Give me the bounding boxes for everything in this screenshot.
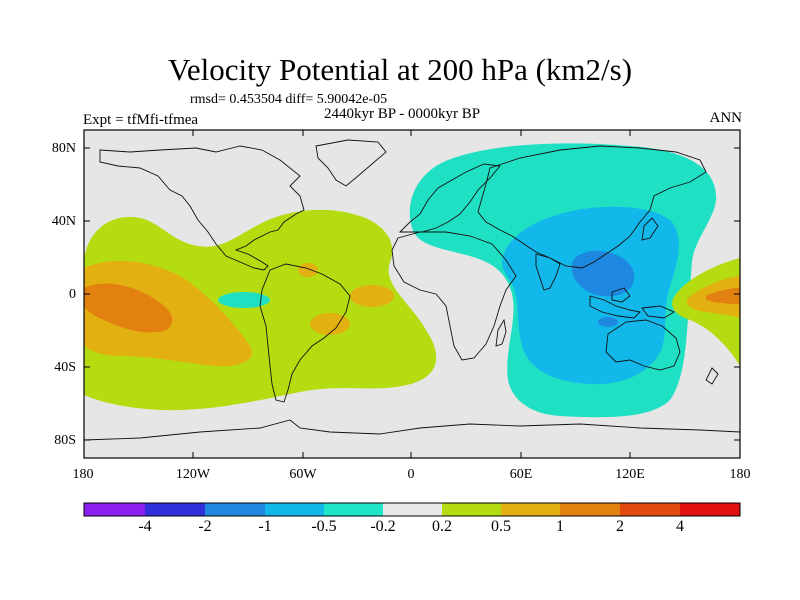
coastline-europe [398, 163, 501, 233]
coastline-greenland [315, 139, 387, 187]
lon-label-60w: 60W [289, 467, 317, 482]
contour-gold-atlantic [350, 285, 394, 307]
lon-label-180e: 180 [729, 467, 751, 482]
colorbar-swatch-7 [442, 503, 501, 516]
coastline-new-guinea [641, 305, 675, 319]
contour-gold-brazil [310, 313, 350, 335]
lon-ticks [192, 130, 631, 458]
coastline-indonesia [589, 295, 641, 319]
coastline-madagascar [495, 318, 507, 347]
colorbar [83, 502, 741, 517]
lat-label-80n: 80N [51, 141, 76, 156]
colorbar-label: 4 [676, 518, 684, 535]
lon-label-120w: 120W [175, 467, 211, 482]
lat-label-40s: 40S [54, 360, 76, 375]
contour-field [84, 130, 740, 458]
coastline-japan [641, 217, 659, 241]
lat-label-0: 0 [69, 287, 76, 302]
lat-label-40n: 40N [51, 214, 76, 229]
colorbar-swatch-8 [501, 503, 560, 516]
contour-blue-indochina [571, 250, 635, 297]
colorbar-swatch-3 [205, 503, 265, 516]
colorbar-swatch-1 [84, 503, 145, 516]
colorbar-swatch-4 [265, 503, 324, 516]
lon-label-0: 0 [407, 467, 415, 482]
lat-ticks [84, 147, 740, 441]
colorbar-label: 2 [616, 518, 624, 535]
contour-teal-eastpacific [218, 292, 270, 308]
coastline-india [535, 253, 561, 291]
contour-orange-pacific [84, 283, 173, 333]
coastline-new-zealand [705, 367, 719, 385]
colorbar-swatch-6 [383, 503, 442, 516]
colorbar-swatch-9 [560, 503, 620, 516]
experiment-label: Expt = tfMfi-tfmea [83, 112, 199, 128]
contour-blue-java [598, 317, 618, 327]
colorbar-label: 0.2 [432, 518, 452, 535]
colorbar-label: 0.5 [491, 518, 511, 535]
colorbar-swatch-2 [145, 503, 205, 516]
period-label: 2440kyr BP - 0000kyr BP [324, 106, 481, 122]
colorbar-swatch-11 [680, 503, 740, 516]
coastline-borneo [611, 287, 631, 303]
colorbar-label: -1 [258, 518, 272, 535]
colorbar-label: -0.5 [311, 518, 337, 535]
lon-label-180w: 180 [72, 467, 94, 482]
coastline-antarctica [84, 419, 740, 441]
coastline-africa [391, 231, 517, 361]
contour-gold-caribbean [298, 263, 318, 277]
colorbar-label: 1 [556, 518, 564, 535]
lon-label-60e: 60E [509, 467, 533, 482]
coastline-asia [477, 145, 707, 269]
map-title: Velocity Potential at 200 hPa (km2/s) [167, 52, 633, 87]
season-label: ANN [709, 110, 743, 126]
coastline-australia [605, 319, 681, 371]
colorbar-label: -2 [198, 518, 212, 535]
colorbar-swatch-10 [620, 503, 680, 516]
colorbar-label: -4 [138, 518, 152, 535]
lat-label-80s: 80S [54, 433, 76, 448]
contour-cyan-core [502, 206, 679, 385]
colorbar-swatch-5 [324, 503, 383, 516]
colorbar-frame [83, 502, 741, 517]
contour-orange-westpacific [705, 288, 740, 304]
coastline-south-america [259, 263, 351, 403]
colorbar-label: -0.2 [370, 518, 396, 535]
coastline-north-america [99, 145, 305, 271]
lon-label-120e: 120E [615, 467, 645, 482]
coastlines [84, 139, 740, 441]
rmsd-diff-stats: rmsd= 0.453504 diff= 5.90042e-05 [190, 92, 388, 107]
